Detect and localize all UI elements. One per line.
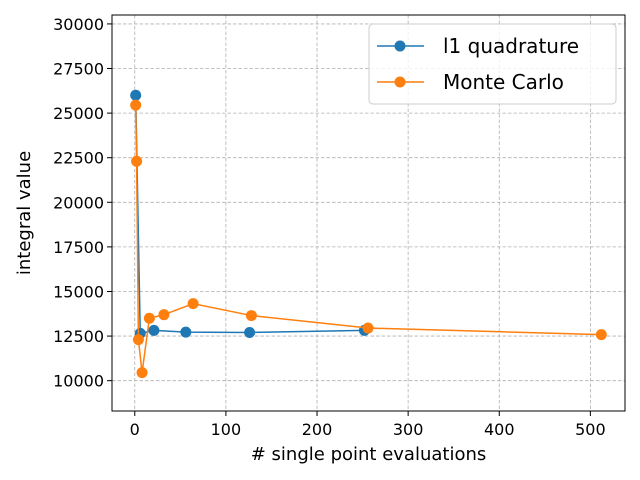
x-axis-label: # single point evaluations [251, 444, 487, 465]
y-tick-label: 17500 [53, 238, 104, 257]
x-tick-label: 200 [302, 420, 333, 439]
series-layer [130, 89, 607, 379]
series-1 [130, 99, 607, 379]
data-point [595, 329, 607, 341]
data-point [132, 334, 144, 346]
y-tick-label: 12500 [53, 327, 104, 346]
data-point [130, 99, 142, 111]
data-point [187, 298, 199, 310]
x-tick-label: 400 [484, 420, 515, 439]
data-point [245, 310, 257, 322]
legend-entry: l1 quadrature [377, 34, 579, 58]
data-point [143, 312, 155, 324]
data-point [244, 327, 256, 339]
x-tick-label: 100 [211, 420, 242, 439]
y-tick-label: 10000 [53, 372, 104, 391]
plot-frame [111, 14, 626, 412]
y-tick-label: 25000 [53, 104, 104, 123]
y-tick-label: 27500 [53, 60, 104, 79]
y-tick-label: 22500 [53, 149, 104, 168]
data-point [180, 326, 192, 338]
y-tick-label: 30000 [53, 15, 104, 34]
legend-entry: Monte Carlo [377, 70, 564, 94]
tick-layer: 0 100 200 300 400 500 10000 12500 15000 17500 2000… [53, 15, 606, 439]
series-line [134, 105, 602, 373]
y-axis-label: integral value [14, 151, 35, 275]
legend-marker [394, 76, 406, 88]
data-point [131, 155, 143, 167]
legend-label: l1 quadrature [443, 34, 579, 58]
legend: l1 quadrature Monte Carlo [368, 23, 617, 105]
series-line [134, 95, 365, 335]
data-point [158, 309, 170, 321]
y-tick-label: 20000 [53, 193, 104, 212]
legend-box [368, 23, 617, 105]
x-tick-label: 0 [130, 420, 140, 439]
legend-marker [394, 40, 406, 52]
y-tick-label: 15000 [53, 282, 104, 301]
x-tick-label: 300 [393, 420, 424, 439]
data-point [148, 324, 160, 336]
legend-label: Monte Carlo [443, 70, 564, 94]
series-0 [130, 89, 370, 339]
data-point [136, 367, 148, 379]
data-point [130, 89, 142, 101]
data-point [362, 322, 374, 334]
x-tick-label: 500 [575, 420, 606, 439]
